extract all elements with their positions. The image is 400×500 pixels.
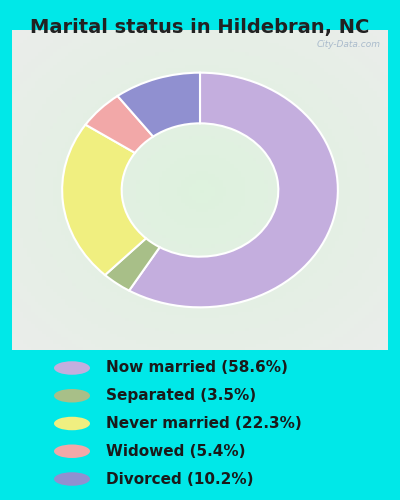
Text: Separated (3.5%): Separated (3.5%): [106, 388, 256, 403]
Wedge shape: [118, 72, 200, 136]
Circle shape: [54, 389, 90, 402]
Text: Widowed (5.4%): Widowed (5.4%): [106, 444, 246, 459]
Circle shape: [54, 444, 90, 458]
Text: Now married (58.6%): Now married (58.6%): [106, 360, 288, 376]
Text: Divorced (10.2%): Divorced (10.2%): [106, 472, 254, 486]
Wedge shape: [86, 96, 153, 153]
Text: Never married (22.3%): Never married (22.3%): [106, 416, 302, 431]
Wedge shape: [62, 124, 146, 275]
Text: Marital status in Hildebran, NC: Marital status in Hildebran, NC: [30, 18, 370, 36]
Circle shape: [54, 361, 90, 375]
Circle shape: [54, 417, 90, 430]
Wedge shape: [129, 72, 338, 308]
Wedge shape: [105, 238, 160, 290]
Circle shape: [54, 472, 90, 486]
Text: City-Data.com: City-Data.com: [316, 40, 380, 48]
